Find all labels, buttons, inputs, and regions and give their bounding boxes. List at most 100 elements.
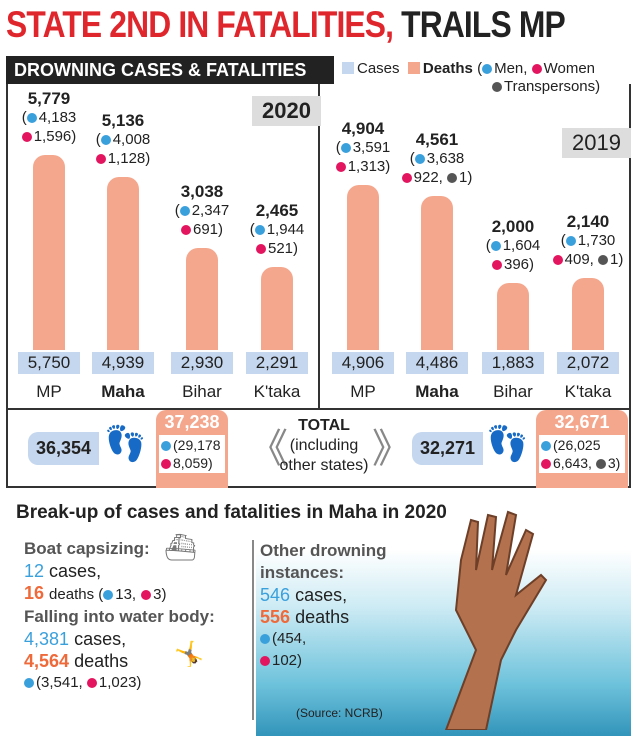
total-sub1: (including (289, 437, 359, 454)
legend-trans: Transpersons) (504, 78, 601, 95)
legend-women: Women (543, 60, 596, 77)
state-label: K'taka (253, 382, 301, 401)
men-dot-icon (565, 235, 576, 246)
other-men: (454, (272, 630, 307, 647)
falling-men: (3,541, (36, 674, 83, 691)
women-dot-icon (552, 254, 563, 265)
men-dot-icon (161, 441, 171, 451)
deaths-label: 4,561(3,638 922, 1) (392, 130, 482, 187)
legend: Cases Deaths (Men, Women Transpersons) (342, 60, 632, 96)
state-label: MP (36, 382, 62, 401)
cases-value: 2,072 (557, 352, 619, 374)
paren: ( (409, 150, 415, 168)
total-trans-2019: 3) (607, 455, 621, 471)
women-dot-icon (491, 259, 502, 270)
headline-part2: TRAILS MP (401, 4, 566, 45)
deaths-bar (347, 184, 379, 350)
deaths-value: 2,465 (255, 200, 299, 220)
falling-deaths: 4,564 (24, 651, 70, 671)
deaths-value: 4,561 (415, 130, 459, 150)
state-label: K'taka (564, 382, 612, 401)
cases-swatch-icon (342, 62, 354, 74)
boat-icon: ⛴ (164, 532, 198, 562)
boat-women: 3) (153, 586, 167, 603)
total-women-2019: 6,643, (553, 455, 592, 471)
cases-value: 4,486 (406, 352, 468, 374)
men-dot-icon (24, 678, 34, 688)
women-value: 1,128) (107, 149, 151, 167)
deaths-bar (33, 155, 65, 350)
women-dot-icon (21, 132, 32, 143)
deaths-bar (497, 282, 529, 350)
deaths-value: 2,140 (566, 211, 610, 231)
cases-value: 5,750 (18, 352, 80, 374)
women-value: 691) (192, 220, 224, 238)
year-2020-label: 2020 (252, 96, 321, 126)
women-dot-icon (141, 590, 152, 600)
total-sub2: other states) (279, 457, 369, 474)
legend-deaths: Deaths (422, 60, 473, 77)
men-value: 2,347 (191, 201, 230, 219)
cases-value: 1,883 (482, 352, 544, 374)
state-label: Bihar (182, 382, 222, 401)
women-value: 521) (267, 239, 299, 257)
deaths-label: 3,038(2,347 691) (157, 182, 247, 239)
deaths-bar (421, 196, 453, 350)
women-value: 922, (413, 169, 443, 187)
women-dot-icon (255, 243, 266, 254)
other-head1: Other drowning (260, 541, 387, 560)
deaths-label: 5,779(4,183 1,596) (4, 89, 94, 146)
falling-women: 1,023) (98, 674, 142, 691)
women-dot-icon (531, 64, 542, 74)
men-dot-icon (179, 205, 190, 216)
panel-divider (318, 84, 320, 410)
trans-dot-icon (447, 173, 458, 184)
deaths-label: 5,136(4,008 1,128) (78, 111, 168, 168)
cases-value: 2,291 (246, 352, 308, 374)
year-2019-label: 2019 (562, 128, 631, 158)
cases-value: 2,930 (171, 352, 233, 374)
men-value: 4,008 (112, 130, 151, 148)
deaths-value: 3,038 (180, 181, 224, 201)
men-dot-icon (490, 240, 501, 251)
trans-value: 1) (610, 250, 624, 268)
paren: ( (95, 130, 101, 148)
men-value: 1,604 (502, 236, 541, 254)
total-label: TOTAL (including other states) (276, 416, 372, 476)
boat-head: Boat capsizing: (24, 539, 150, 558)
trans-dot-icon (492, 82, 502, 92)
women-dot-icon (161, 459, 171, 469)
women-dot-icon (86, 678, 97, 688)
women-value: 396) (503, 255, 535, 273)
men-value: 1,944 (266, 220, 305, 238)
men-dot-icon (100, 134, 111, 145)
footprints-icon: 👣 (104, 425, 147, 463)
women-value: 1,313) (347, 157, 391, 175)
paren: ( (485, 236, 491, 254)
men-dot-icon (340, 142, 351, 153)
women-value: 1,596) (33, 128, 77, 146)
women-value: 409, (564, 250, 594, 268)
cases-value: 4,939 (92, 352, 154, 374)
paren: ( (174, 201, 180, 219)
state-label: Maha (101, 382, 145, 401)
men-dot-icon (260, 634, 270, 644)
boat-men: 13, (115, 586, 137, 603)
falling-head: Falling into water body: (24, 607, 215, 626)
deaths-value: 4,904 (341, 118, 385, 138)
other-deaths-word: deaths (295, 607, 350, 627)
legend-men: Men, (494, 60, 528, 77)
legend-cases: Cases (357, 60, 400, 77)
trans-value: 1) (459, 169, 473, 187)
cases-value: 4,906 (332, 352, 394, 374)
other-women: 102) (272, 652, 303, 669)
boat-deaths-word: deaths ( (49, 586, 104, 603)
section-divider (252, 540, 254, 720)
water-photo (256, 550, 631, 736)
other-cases-word: cases, (295, 585, 348, 605)
total-deaths-2019: 32,671 (26,025 6,643, 3) (536, 410, 628, 488)
paren: ( (560, 231, 566, 249)
deaths-value: 5,779 (27, 89, 71, 109)
deaths-label: 2,140(1,730 409, 1) (543, 212, 633, 269)
deaths-value: 2,000 (491, 216, 535, 236)
